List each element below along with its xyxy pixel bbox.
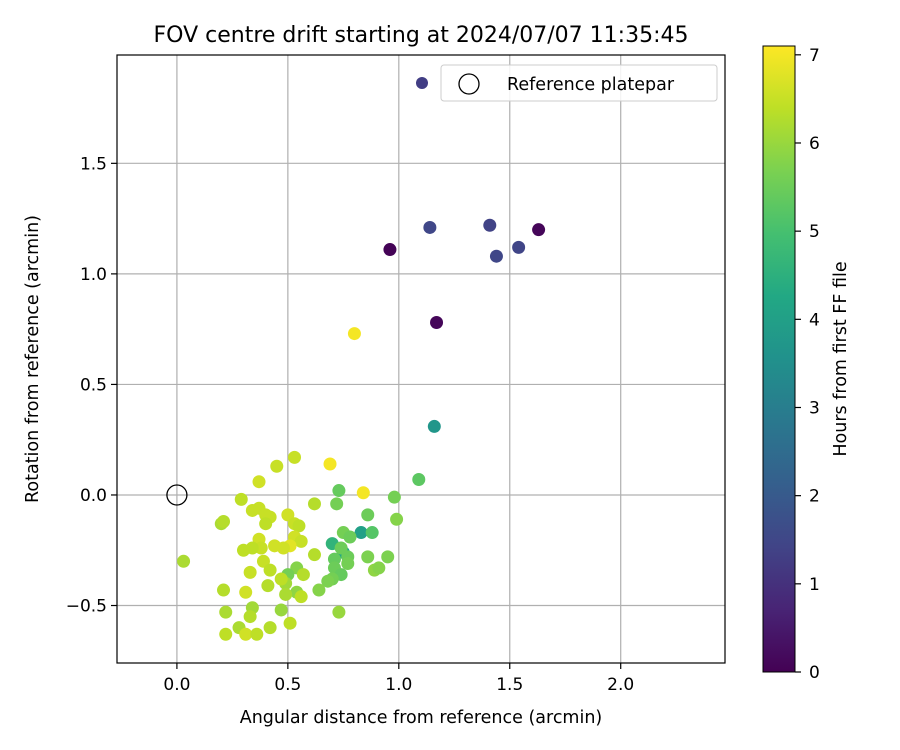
data-point xyxy=(390,512,404,526)
data-point xyxy=(334,541,348,555)
data-point xyxy=(274,603,288,617)
data-point xyxy=(356,486,370,500)
data-point xyxy=(330,497,344,511)
data-point xyxy=(263,621,277,635)
data-point xyxy=(283,616,297,630)
data-point xyxy=(323,457,337,471)
data-point xyxy=(483,218,497,232)
data-point xyxy=(423,220,437,234)
data-point xyxy=(252,475,266,489)
x-tick-label: 0.5 xyxy=(274,675,301,695)
colorbar-tick-label: 1 xyxy=(809,575,820,595)
data-point xyxy=(243,565,257,579)
data-point xyxy=(239,627,253,641)
data-point xyxy=(307,548,321,562)
data-point xyxy=(383,243,397,257)
data-point xyxy=(372,561,386,575)
colorbar: 0 1 2 3 4 5 6 7 Hours from first FF file xyxy=(762,45,851,683)
y-tick-label: 0.0 xyxy=(80,486,107,506)
data-point xyxy=(234,492,248,506)
data-point xyxy=(387,490,401,504)
colorbar-tick-label: 7 xyxy=(809,46,820,66)
data-point xyxy=(256,554,270,568)
colorbar-tick-label: 0 xyxy=(809,663,820,683)
data-point xyxy=(294,590,308,604)
data-point xyxy=(177,554,191,568)
x-tick-label: 1.5 xyxy=(496,675,523,695)
data-point xyxy=(332,484,346,498)
x-tick-label: 2.0 xyxy=(607,675,634,695)
data-point xyxy=(312,583,326,597)
legend-box xyxy=(440,64,718,102)
data-point xyxy=(243,610,257,624)
data-point xyxy=(270,459,284,473)
data-points xyxy=(177,218,546,641)
data-point xyxy=(219,605,233,619)
x-axis-label: Angular distance from reference (arcmin) xyxy=(240,708,603,728)
colorbar-ticks: 0 1 2 3 4 5 6 7 xyxy=(795,46,820,683)
data-point xyxy=(259,517,273,531)
data-point xyxy=(307,497,321,511)
plot-area xyxy=(116,54,726,664)
legend-label-reference-platepar: Reference platepar xyxy=(507,75,675,95)
y-axis-label: Rotation from reference (arcmin) xyxy=(23,215,43,503)
data-point xyxy=(412,472,426,486)
colorbar-tick-label: 4 xyxy=(809,310,820,330)
data-point xyxy=(281,508,295,522)
data-point xyxy=(347,327,361,341)
data-point xyxy=(296,568,310,582)
data-point xyxy=(332,605,346,619)
data-point xyxy=(321,574,335,588)
y-tick-label: −0.5 xyxy=(66,597,107,617)
colorbar-tick-label: 2 xyxy=(809,487,820,507)
data-point xyxy=(219,627,233,641)
colorbar-gradient xyxy=(762,45,796,673)
data-point xyxy=(365,526,379,540)
y-tick-label: 0.5 xyxy=(80,375,107,395)
data-point xyxy=(512,240,526,254)
legend-drift-marker xyxy=(416,77,428,89)
y-axis-ticks: −0.5 0.0 0.5 1.0 1.5 xyxy=(66,154,117,617)
reference-platepar-marker xyxy=(166,484,188,506)
data-point xyxy=(341,557,355,571)
data-point xyxy=(239,585,253,599)
data-point xyxy=(430,316,444,330)
y-tick-label: 1.5 xyxy=(80,154,107,174)
legend-reference-marker xyxy=(458,73,480,95)
legend: Reference platepar xyxy=(416,64,718,102)
data-point xyxy=(294,534,308,548)
data-point xyxy=(217,583,231,597)
colorbar-tick-label: 3 xyxy=(809,398,820,418)
data-point xyxy=(236,543,250,557)
data-point xyxy=(361,550,375,564)
grid xyxy=(117,55,725,663)
data-point xyxy=(250,627,264,641)
y-tick-label: 1.0 xyxy=(80,265,107,285)
colorbar-label: Hours from first FF file xyxy=(831,261,851,456)
data-point xyxy=(489,249,503,263)
data-point xyxy=(354,526,368,540)
data-point xyxy=(274,572,288,586)
data-point xyxy=(361,508,375,522)
data-point xyxy=(217,515,231,529)
plot-frame xyxy=(116,54,726,664)
data-point xyxy=(381,550,395,564)
data-point xyxy=(532,223,546,237)
data-point xyxy=(261,579,275,593)
x-axis-ticks: 0.0 0.5 1.0 1.5 2.0 xyxy=(163,663,634,695)
data-point xyxy=(288,450,302,464)
data-point xyxy=(263,563,277,577)
data-point xyxy=(268,539,282,553)
plot-background xyxy=(117,55,725,663)
x-tick-label: 0.0 xyxy=(163,675,190,695)
data-point xyxy=(427,419,441,433)
x-tick-label: 1.0 xyxy=(385,675,412,695)
data-point xyxy=(292,519,306,533)
data-point xyxy=(279,587,293,601)
chart-title: FOV centre drift starting at 2024/07/07 … xyxy=(154,23,689,48)
colorbar-tick-label: 6 xyxy=(809,134,820,154)
colorbar-tick-label: 5 xyxy=(809,222,820,242)
data-point xyxy=(343,530,357,544)
